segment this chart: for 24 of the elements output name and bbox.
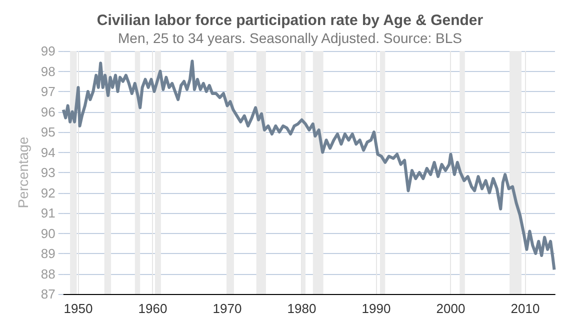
y-tick-label: 95 <box>40 124 56 140</box>
x-tick-label: 1960 <box>138 301 168 316</box>
chart-subtitle: Men, 25 to 34 years. Seasonally Adjusted. Source: BLS <box>118 30 462 46</box>
x-tick-label: 1950 <box>64 301 93 316</box>
y-tick-label: 88 <box>40 266 56 282</box>
y-tick-label: 93 <box>40 165 56 180</box>
y-tick-label: 90 <box>40 226 56 241</box>
line-series <box>62 60 556 272</box>
y-tick-label: 89 <box>40 246 56 261</box>
y-tick-label: 94 <box>40 144 56 160</box>
x-tick-label: 1980 <box>287 301 316 316</box>
x-tick-label: 1990 <box>362 301 391 316</box>
x-tick-label: 2010 <box>510 301 540 316</box>
y-axis-title: Percentage <box>15 136 31 208</box>
y-tick-label: 99 <box>40 44 56 58</box>
y-tick-label: 96 <box>40 104 56 120</box>
y-tick-label: 91 <box>40 206 56 220</box>
y-tick-label: 97 <box>40 84 56 99</box>
y-tick-label: 87 <box>40 286 56 302</box>
x-tick-label: 2000 <box>436 301 466 316</box>
chart-title: Civilian labor force participation rate by Age & Gender <box>96 12 484 29</box>
y-tick-label: 92 <box>40 185 56 200</box>
y-tick-label: 98 <box>40 64 56 79</box>
x-tick-label: 1970 <box>212 301 242 316</box>
